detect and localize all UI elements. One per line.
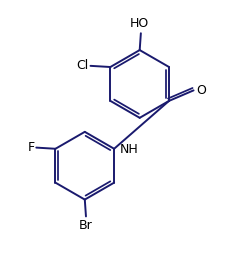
Text: NH: NH	[119, 143, 138, 156]
Text: Br: Br	[79, 219, 93, 232]
Text: F: F	[27, 141, 35, 154]
Text: Cl: Cl	[76, 59, 89, 72]
Text: O: O	[196, 84, 206, 97]
Text: HO: HO	[130, 17, 149, 31]
